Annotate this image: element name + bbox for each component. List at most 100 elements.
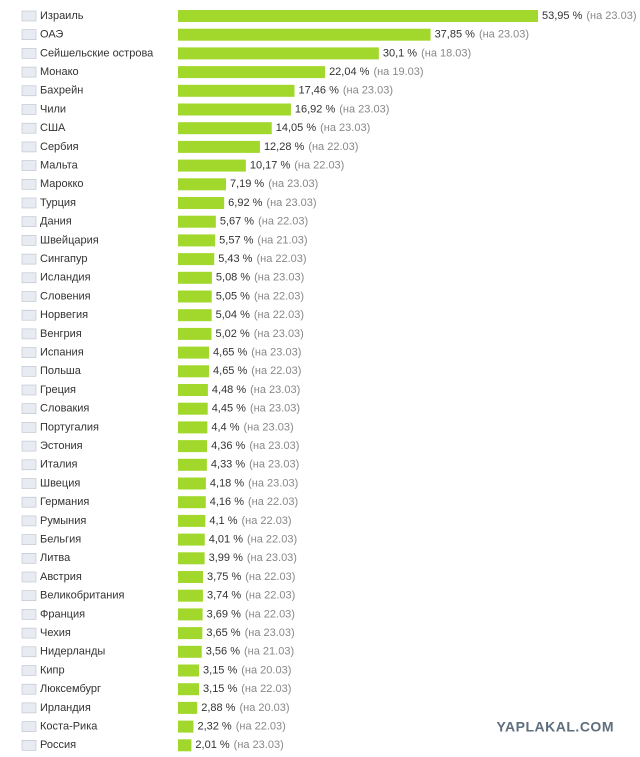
bar <box>178 589 203 602</box>
country-label: Сингапур <box>40 253 88 265</box>
date-note: (на 23.03) <box>254 272 304 284</box>
value-label: 4,65 % <box>213 365 247 377</box>
flag <box>21 496 37 508</box>
date-note: (на 23.03) <box>248 477 298 489</box>
date-note: (на 23.03) <box>251 347 301 359</box>
bar <box>178 290 212 303</box>
bar <box>178 327 212 340</box>
flag <box>21 10 37 22</box>
flag <box>21 478 37 489</box>
bar <box>178 664 200 677</box>
flag <box>21 347 37 358</box>
date-note: (на 22.03) <box>247 534 297 546</box>
date-note: (на 22.03) <box>254 309 304 321</box>
date-note: (на 23.03) <box>249 459 299 471</box>
country-label: Чехия <box>40 627 71 639</box>
value-label: 16,92 % <box>295 103 336 115</box>
flag <box>21 216 37 227</box>
date-note: (на 21.03) <box>257 234 307 246</box>
flag <box>21 552 37 564</box>
country-label: Мальта <box>40 160 79 172</box>
value-label: 17,46 % <box>299 85 340 97</box>
flag <box>21 104 37 115</box>
country-label: Россия <box>40 739 76 751</box>
value-label: 12,28 % <box>264 141 305 153</box>
value-label: 37,85 % <box>435 29 476 41</box>
bar <box>178 739 192 752</box>
bar <box>178 215 216 228</box>
country-label: Исландия <box>40 272 91 284</box>
date-note: (на 23.03) <box>245 627 295 639</box>
country-label: Австрия <box>40 571 82 583</box>
bar <box>178 28 431 41</box>
flag <box>21 609 37 620</box>
flag <box>21 235 37 246</box>
value-label: 4,65 % <box>213 347 247 359</box>
date-note: (на 22.03) <box>254 290 304 302</box>
country-label: Сейшельские острова <box>40 47 154 59</box>
country-label: Бахрейн <box>40 85 83 97</box>
bar <box>178 10 538 22</box>
value-label: 4,45 % <box>212 403 246 415</box>
value-label: 4,48 % <box>212 384 246 396</box>
bar <box>178 645 202 658</box>
bar <box>178 720 194 733</box>
flag <box>21 309 37 321</box>
bar <box>178 477 206 490</box>
country-label: Чили <box>40 103 66 115</box>
bar <box>178 683 200 696</box>
flag <box>21 571 37 583</box>
date-note: (на 22.03) <box>256 253 306 265</box>
flag <box>21 253 37 265</box>
date-note: (на 22.03) <box>308 141 358 153</box>
country-label: Польша <box>40 365 82 377</box>
flag <box>21 85 37 97</box>
bar <box>178 122 272 135</box>
bar <box>178 103 291 116</box>
country-label: Ирландия <box>40 702 91 714</box>
value-label: 3,99 % <box>209 552 243 564</box>
date-note: (на 23.03) <box>268 178 318 190</box>
value-label: 2,32 % <box>197 721 231 733</box>
bar <box>178 309 212 322</box>
country-label: США <box>40 122 66 134</box>
bar <box>178 234 216 247</box>
value-label: 5,43 % <box>218 253 252 265</box>
value-label: 4,16 % <box>210 496 244 508</box>
value-label: 3,69 % <box>207 608 241 620</box>
country-label: Великобритания <box>40 590 125 602</box>
country-label: Италия <box>40 459 78 471</box>
country-label: Коста-Рика <box>40 721 98 733</box>
date-note: (на 20.03) <box>239 702 289 714</box>
flag <box>21 384 37 396</box>
country-label: Литва <box>40 552 71 564</box>
flag <box>21 179 37 190</box>
value-label: 5,08 % <box>216 272 250 284</box>
value-label: 4,33 % <box>211 459 245 471</box>
flag <box>21 48 37 59</box>
bar <box>178 253 215 266</box>
bar <box>178 421 208 434</box>
flag <box>21 328 37 340</box>
bar <box>178 458 207 471</box>
bar <box>178 197 225 209</box>
country-label: Люксембург <box>40 683 101 695</box>
value-label: 4,18 % <box>210 477 244 489</box>
country-label: Бельгия <box>40 534 81 546</box>
flag <box>21 721 37 732</box>
date-note: (на 19.03) <box>373 66 423 78</box>
country-label: Нидерланды <box>40 646 105 658</box>
flag <box>21 272 37 284</box>
flag <box>21 459 37 471</box>
value-label: 14,05 % <box>276 122 317 134</box>
date-note: (на 23.03) <box>320 122 370 134</box>
flag <box>21 160 37 171</box>
value-label: 4,01 % <box>209 534 243 546</box>
date-note: (на 22.03) <box>241 515 291 527</box>
date-note: (на 18.03) <box>421 47 471 59</box>
bar <box>178 84 295 97</box>
value-label: 3,15 % <box>203 683 237 695</box>
value-label: 22,04 % <box>329 66 370 78</box>
country-label: Греция <box>40 384 76 396</box>
